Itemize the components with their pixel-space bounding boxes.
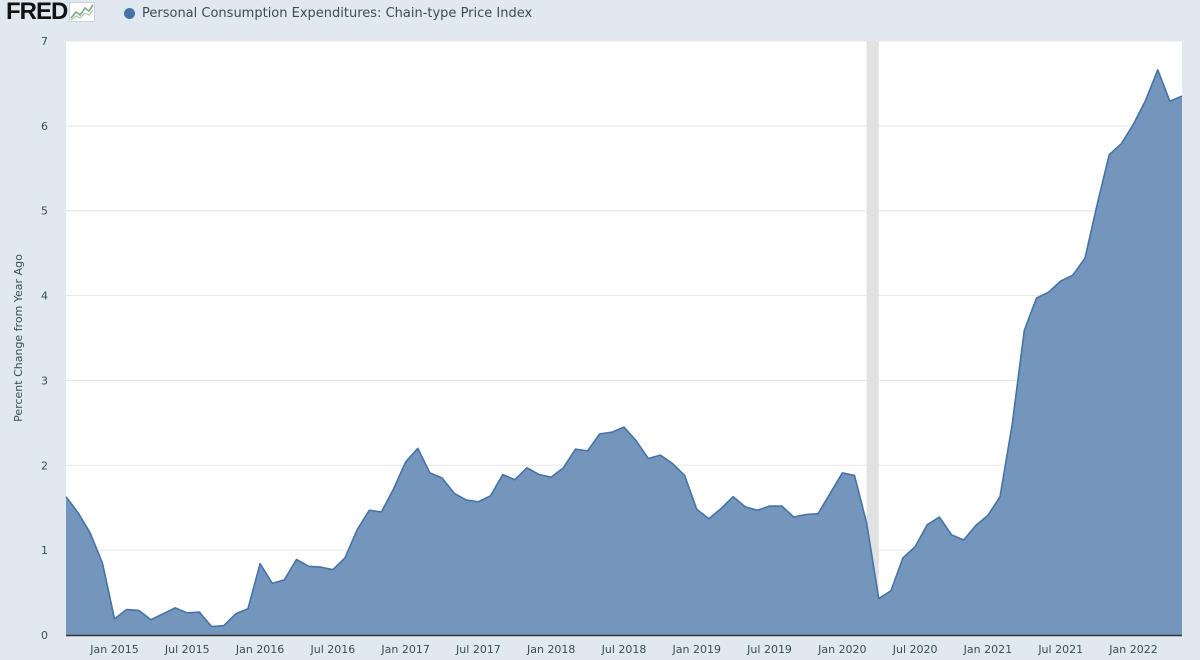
x-tick-label: Jan 2016 (235, 643, 284, 656)
x-tick-label: Jul 2018 (601, 643, 647, 656)
series-line (65, 69, 1183, 628)
x-tick-label: Jul 2019 (746, 643, 792, 656)
y-axis-label: Percent Change from Year Ago (12, 254, 25, 422)
y-tick-label: 7 (41, 35, 48, 48)
x-tick-label: Jul 2015 (164, 643, 210, 656)
x-tick-label: Jul 2020 (892, 643, 938, 656)
y-tick-label: 2 (41, 459, 48, 472)
legend-item[interactable]: Personal Consumption Expenditures: Chain… (124, 3, 532, 23)
x-tick-label: Jan 2018 (526, 643, 575, 656)
x-tick-label: Jul 2021 (1037, 643, 1083, 656)
x-tick-label: Jan 2022 (1108, 643, 1157, 656)
y-tick-label: 4 (41, 290, 48, 303)
y-tick-label: 3 (41, 374, 48, 387)
fred-logo-text: FRED (6, 0, 68, 25)
chart: 0 1 2 3 4 5 6 7 Jan 2015 Jul 2015 Jan 2016 Jul 2016… (12, 35, 1183, 656)
y-tick-label: 1 (41, 544, 48, 557)
y-tick-label: 0 (41, 629, 48, 642)
y-tick-label: 6 (41, 120, 48, 133)
y-tick-label: 5 (41, 205, 48, 218)
recession-band (866, 41, 879, 635)
x-tick-label: Jan 2019 (672, 643, 721, 656)
x-tick-label: Jan 2020 (817, 643, 866, 656)
chart-header: FRED Personal Consumption Expenditures: … (0, 0, 1200, 26)
x-tick-label: Jan 2021 (963, 643, 1012, 656)
line-chart-icon (69, 2, 96, 22)
x-tick-label: Jul 2017 (455, 643, 501, 656)
plot-area: 0 1 2 3 4 5 6 7 Jan 2015 Jul 2015 Jan 2016 Jul 2016… (12, 35, 1183, 656)
series-area (66, 69, 1182, 636)
x-tick-label: Jan 2015 (89, 643, 138, 656)
legend-marker (124, 7, 135, 19)
x-tick-label: Jan 2017 (380, 643, 429, 656)
legend-label: Personal Consumption Expenditures: Chain… (142, 5, 533, 21)
x-tick-label: Jul 2016 (309, 643, 355, 656)
fred-logo[interactable]: FRED (6, 0, 96, 25)
